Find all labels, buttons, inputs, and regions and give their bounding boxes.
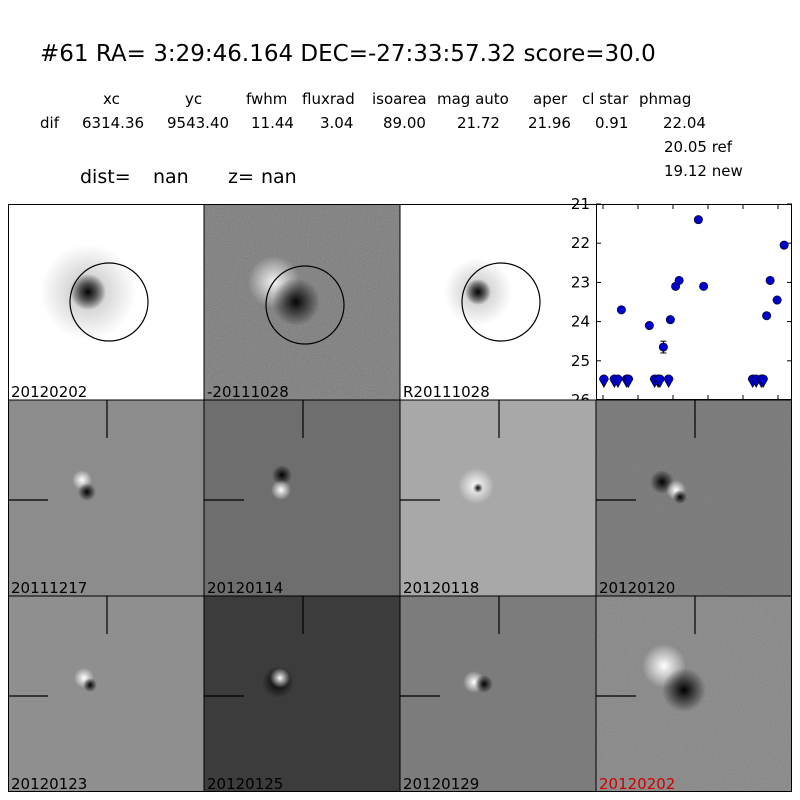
cutout-epoch-image: 20120120 (596, 400, 792, 596)
col-header-phmag: phmag (639, 90, 692, 108)
col-header-cl-star: cl star (582, 90, 629, 108)
upper-limit-marker (663, 374, 674, 388)
col-header-mag-auto: mag auto (437, 90, 509, 108)
value-xc: 6314.36 (82, 114, 145, 132)
cutout-source-image: 20120202 (8, 204, 204, 400)
value-isoarea: 89.00 (383, 114, 426, 132)
new-magnitude: 19.12 new (664, 162, 743, 180)
row-label-dif: dif (40, 114, 59, 132)
value-mag-auto: 21.72 (457, 114, 500, 132)
panel-date-label: 20120118 (403, 579, 480, 596)
cutout-epoch-image: 20120118 (400, 400, 596, 596)
col-header-fwhm: fwhm (246, 90, 288, 108)
y-tick-label: 23 (571, 273, 590, 291)
value-fwhm: 11.44 (251, 114, 294, 132)
detection-point (616, 305, 626, 315)
panel-date-label: R20111028 (403, 383, 490, 400)
col-header-isoarea: isoarea (372, 90, 427, 108)
cutout-epoch-image: 20120125 (204, 596, 400, 792)
ref-magnitude: 20.05 ref (664, 138, 733, 156)
value-yc: 9543.40 (167, 114, 230, 132)
cutout-epoch-image: 20120202 (596, 596, 792, 792)
cutout-epoch-image: 20120123 (8, 596, 204, 792)
y-tick-label: 25 (571, 352, 590, 370)
cutout-epoch-image: 20111217 (8, 400, 204, 596)
detection-point (658, 342, 668, 352)
detection-point (699, 281, 709, 291)
value-cl-star: 0.91 (595, 114, 629, 132)
detection-point (665, 315, 675, 325)
detection-point (772, 295, 782, 305)
detection-point (779, 240, 789, 250)
light-curve-chart: 212223242526020406080100 (571, 195, 792, 434)
dist-label: dist= (80, 166, 131, 188)
z-value: nan (261, 166, 297, 188)
col-header-yc: yc (185, 90, 203, 108)
detection-point (674, 275, 684, 285)
cutout-difference-image: -20111028 (204, 204, 400, 400)
panel-date-label: 20120120 (599, 579, 676, 596)
dist-value: nan (153, 166, 189, 188)
upper-limit-marker (623, 374, 634, 388)
col-header-xc: xc (103, 90, 120, 108)
col-header-aper: aper (533, 90, 568, 108)
plot-area (596, 204, 792, 400)
panel-date-label: 20120129 (403, 775, 480, 792)
y-tick-label: 22 (571, 234, 590, 252)
value-aper: 21.96 (528, 114, 571, 132)
detection-point (765, 275, 775, 285)
value-phmag: 22.04 (663, 114, 706, 132)
image-grid-frame (8, 204, 792, 792)
y-tick-label: 24 (571, 313, 590, 331)
upper-limit-marker (599, 374, 609, 388)
panel-date-label: 20120202 (11, 383, 88, 400)
panel-date-label: -20111028 (207, 383, 289, 400)
panel-date-label-latest: 20120202 (599, 775, 676, 792)
detection-point (693, 215, 703, 225)
detection-point (762, 311, 772, 321)
value-fluxrad: 3.04 (320, 114, 354, 132)
col-header-fluxrad: fluxrad (302, 90, 355, 108)
panel-date-label: 20120125 (207, 775, 284, 792)
detection-point (644, 321, 654, 331)
upper-limit-marker (758, 374, 768, 388)
cutout-epoch-image: 20120129 (400, 596, 596, 792)
cutout-epoch-image: 20120114 (204, 400, 400, 596)
panel-date-label: 20120123 (11, 775, 88, 792)
panel-date-label: 20120114 (207, 579, 284, 596)
panel-date-label: 20111217 (11, 579, 88, 596)
candidate-title: #61 RA= 3:29:46.164 DEC=-27:33:57.32 sco… (40, 41, 656, 67)
cutout-reference-image: R20111028 (400, 204, 596, 400)
z-label: z= (228, 166, 254, 188)
